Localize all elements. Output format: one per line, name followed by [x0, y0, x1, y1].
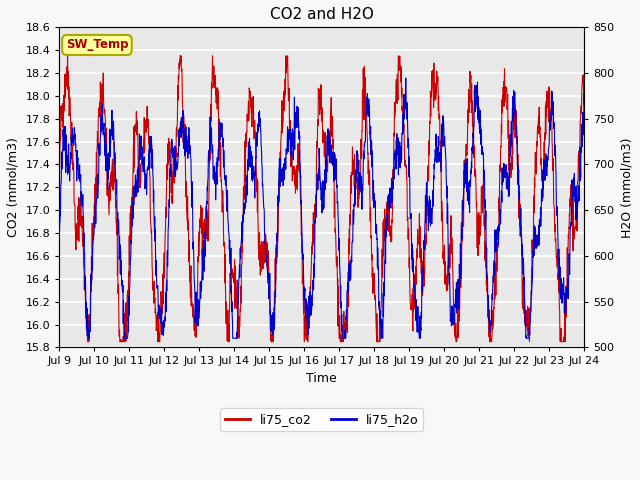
- Legend: li75_co2, li75_h2o: li75_co2, li75_h2o: [220, 408, 424, 431]
- Y-axis label: H2O (mmol/m3): H2O (mmol/m3): [620, 137, 633, 238]
- Text: SW_Temp: SW_Temp: [66, 38, 128, 51]
- X-axis label: Time: Time: [307, 372, 337, 385]
- Title: CO2 and H2O: CO2 and H2O: [270, 7, 374, 22]
- Y-axis label: CO2 (mmol/m3): CO2 (mmol/m3): [7, 137, 20, 237]
